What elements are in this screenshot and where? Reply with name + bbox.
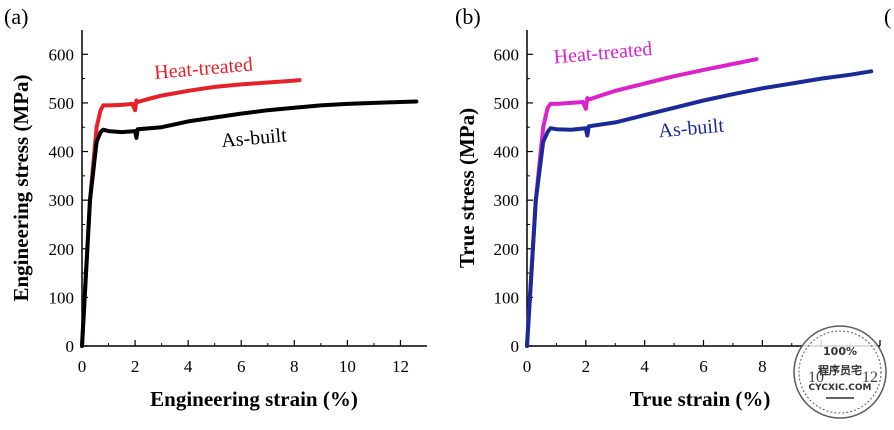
panel-b-y-tick-label: 600 [494, 45, 520, 64]
panel-b-x-tick-label: 2 [582, 357, 591, 376]
panel-b-y-tick-label: 300 [494, 191, 520, 210]
panel-b-x-tick-label: 6 [699, 357, 708, 376]
panel-b-y-tick-label: 100 [494, 288, 520, 307]
panel-b-label: (b) [455, 4, 481, 29]
panel-a-annotation-heat-treated: Heat-treated [153, 53, 253, 84]
watermark-top-text: 100% [823, 345, 857, 358]
panel-b-annotation-heat-treated: Heat-treated [553, 38, 653, 69]
panel-b-y-tick-label: 400 [494, 143, 520, 162]
panel-a-y-tick-label: 400 [49, 143, 75, 162]
panel-a-annotation-as-built: As-built [220, 124, 288, 152]
panel-b-chart: (b) 0 100 200 300 400 500 600 0 2 4 6 8 True strain (… [455, 4, 881, 411]
panel-a-chart: (a) 0 100 200 300 400 500 600 0 2 4 6 8 10 12 Engineeri… [4, 4, 427, 411]
panel-b-annotation-as-built: As-built [658, 115, 726, 143]
watermark-overlapped-tick-12: 12 [862, 369, 878, 386]
panel-b-y-tick-label: 200 [494, 240, 520, 259]
panel-a-x-tick-label: 4 [184, 357, 193, 376]
panel-a-x-axis-title: Engineering strain (%) [150, 387, 358, 411]
panel-c-label-partial: ( [884, 4, 891, 29]
panel-a-x-tick-label: 8 [290, 357, 299, 376]
panel-b-series-heat-treated [525, 57, 759, 348]
panel-b-x-tick-label: 8 [758, 357, 767, 376]
panel-a-y-tick-label: 600 [49, 45, 75, 64]
watermark-overlapped-tick-10: 10 [808, 369, 824, 386]
panel-a-y-tick-label: 100 [49, 288, 75, 307]
panel-b-x-tick-label: 4 [640, 357, 649, 376]
panel-b-x-axis-title: True strain (%) [630, 387, 771, 411]
panel-b-series-as-built [525, 69, 874, 348]
watermark-bottom-text: CYCXIC.COM [809, 383, 872, 393]
panel-a-x-tick-label: 10 [339, 357, 356, 376]
panel-a-y-tick-label: 200 [49, 240, 75, 259]
panel-b-y-tick-label: 500 [494, 94, 520, 113]
panel-b-x-tick-label: 0 [523, 357, 532, 376]
panel-a-series-heat-treated [80, 78, 302, 348]
panel-a-x-tick-label: 2 [131, 357, 140, 376]
panel-a-x-tick-label: 12 [392, 357, 409, 376]
panel-b-y-tick-label: 0 [511, 337, 520, 356]
panel-a-x-tick-label: 0 [78, 357, 87, 376]
panel-b-y-axis-title: True stress (MPa) [455, 108, 479, 268]
panel-a-series-as-built [80, 99, 419, 348]
panel-a-label: (a) [4, 4, 28, 29]
panel-a-x-tick-label: 6 [237, 357, 246, 376]
panel-a-y-axis-title: Engineering stress (MPa) [9, 74, 33, 301]
panel-a-y-tick-label: 300 [49, 191, 75, 210]
panel-a-y-tick-label: 0 [66, 337, 75, 356]
panel-a-y-tick-label: 500 [49, 94, 75, 113]
watermark-middle-text: 程序员宅 [818, 363, 862, 377]
watermark-stamp: 10 12 100% 程序员宅 CYCXIC.COM [793, 325, 887, 419]
